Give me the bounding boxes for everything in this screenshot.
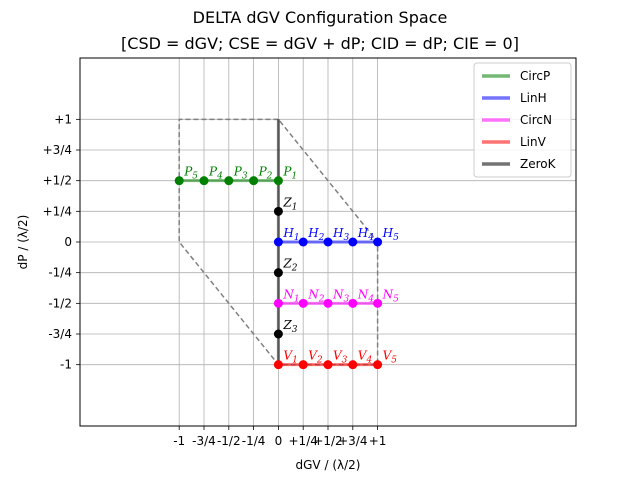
circn-point-label: N2 [307,287,325,304]
y-tick-label: -1 [60,358,72,372]
zerok-point-label: Z1 [282,195,297,212]
y-tick-label: +1/4 [43,204,72,218]
legend-box [473,62,572,178]
linv-point-label: V5 [383,349,398,366]
circp-point-label: P4 [208,165,223,182]
linv-point-label: V1 [283,349,297,366]
circn-point-label: N5 [382,287,400,304]
linv-point [273,360,283,370]
linv-point [348,360,358,370]
y-tick-label: +3/4 [43,143,72,157]
x-tick-label: -1 [173,434,185,448]
legend: CircP LinH CircN LinV ZeroK [473,62,572,178]
zerok-point [273,206,283,216]
legend-entry: CircP [520,69,550,83]
circn-point-label: N1 [282,287,299,304]
x-tick-label: +1/2 [313,434,342,448]
linh-point [323,237,333,247]
circn-point [273,298,283,308]
circp-point [249,176,259,186]
chart-subtitle: [CSD = dGV; CSE = dGV + dP; CID = dP; CI… [121,34,519,53]
legend-entry: LinV [520,135,547,149]
x-tick-label: -1/2 [217,434,241,448]
linv-point [323,360,333,370]
zerok-point-label: Z2 [282,257,297,274]
linh-point [273,237,283,247]
zerok-point-label: Z3 [282,318,297,335]
circn-point [348,298,358,308]
circn-point [298,298,308,308]
circp-point-label: P2 [258,165,273,182]
circp-point [224,176,234,186]
circp-point-label: P3 [233,165,248,182]
linh-point-label: H5 [382,226,399,243]
x-axis-label: dGV / (λ/2) [296,458,361,472]
y-tick-label: -3/4 [48,327,72,341]
series-layer: P1 P2 P3 P4 P5 H1 H2 H3 H4 H5 N1 N2 N3 N4 N5 V1 V2 V3 V4 V5… [174,119,400,370]
x-tick-label: +1 [369,434,387,448]
y-tick-label: -1/2 [48,296,72,310]
chart-title: DELTA dGV Configuration Space [192,8,448,27]
zerok-point [273,268,283,278]
y-tick-label: 0 [64,235,72,249]
x-tick-label: 0 [275,434,283,448]
x-tick-label: +1/4 [289,434,318,448]
linh-point-label: H4 [357,226,374,243]
circp-point [199,176,209,186]
linv-point [298,360,308,370]
linh-point-label: H1 [282,226,299,243]
legend-entry: CircN [520,113,552,127]
linh-point [298,237,308,247]
circn-point-label: N4 [357,287,375,304]
x-tick-label: -1/4 [242,434,266,448]
linv-point-label: V3 [333,349,348,366]
circn-point-label: N3 [332,287,350,304]
y-tick-label: +1 [54,112,72,126]
linh-point-label: H2 [307,226,324,243]
axis-ticks: -1 -3/4 -1/2 -1/4 0 +1/4+1/2+3/4 +1+1+3/4+1/2+… [43,112,387,448]
y-axis-label: dP / (λ/2) [16,215,30,270]
linh-point [373,237,383,247]
x-tick-label: +3/4 [338,434,367,448]
circp-point-label: P5 [183,165,198,182]
x-tick-label: -3/4 [192,434,216,448]
legend-entry: LinH [520,91,547,105]
linh-point [348,237,358,247]
circp-point-label: P1 [282,165,297,182]
y-tick-label: +1/2 [43,174,72,188]
linv-point-label: V4 [358,349,373,366]
circn-point [373,298,383,308]
circp-point [174,176,184,186]
legend-entry: ZeroK [520,157,557,171]
circn-point [323,298,333,308]
zerok-point [273,329,283,339]
linh-point-label: H3 [332,226,349,243]
linv-point-label: V2 [308,349,323,366]
circp-point [273,176,283,186]
linv-point [373,360,383,370]
y-tick-label: -1/4 [48,266,72,280]
